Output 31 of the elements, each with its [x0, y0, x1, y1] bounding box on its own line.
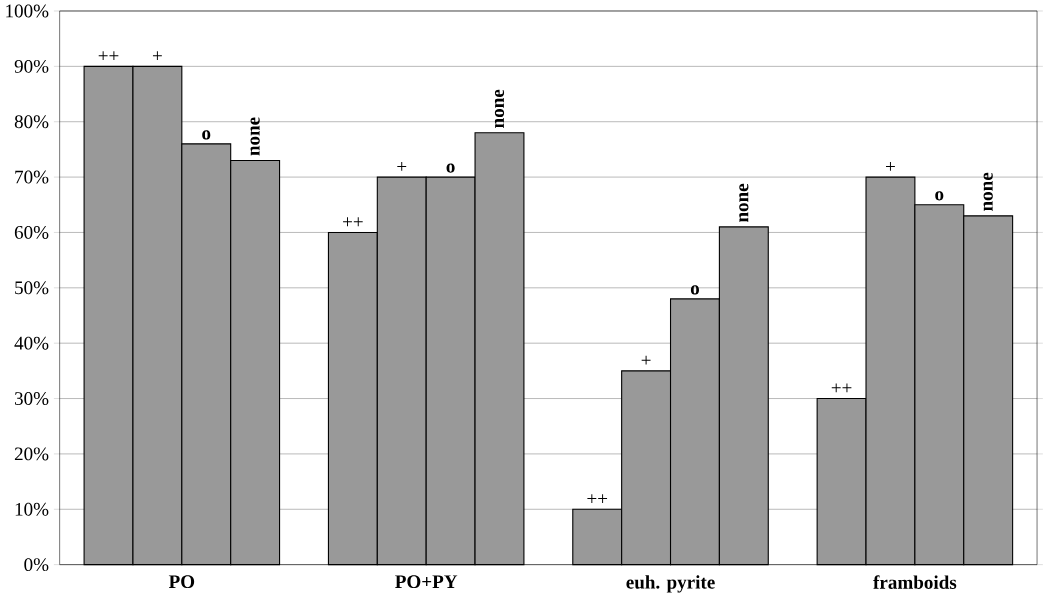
- y-tick-label: 30%: [15, 392, 49, 405]
- text: none: [983, 172, 993, 211]
- series-label: ++: [343, 217, 363, 227]
- y-tick-label: 40%: [14, 336, 49, 350]
- text: ++: [587, 494, 608, 503]
- y-tick-label: 90%: [14, 59, 49, 73]
- text: o: [446, 163, 455, 173]
- text: none: [494, 89, 505, 128]
- text: o: [690, 285, 699, 295]
- y-tick-label: 0%: [24, 558, 49, 572]
- text: +: [152, 51, 162, 61]
- y-tick-label: 50%: [15, 281, 49, 295]
- x-tick-label: PO: [168, 575, 195, 589]
- series-label: +: [397, 161, 407, 171]
- y-tick-label: 80%: [14, 115, 49, 129]
- text: none: [739, 183, 749, 222]
- text: ++: [98, 51, 119, 61]
- text: none: [250, 117, 260, 156]
- y-tick-label: 10%: [15, 502, 49, 516]
- x-tick-label: PO+PY: [395, 575, 458, 589]
- x-tick-label: framboids: [873, 575, 957, 589]
- x-tick-label: euh. pyrite: [626, 575, 715, 593]
- text: ++: [831, 383, 852, 393]
- y-tick-label: 20%: [14, 447, 49, 461]
- text: o: [935, 191, 944, 201]
- y-tick-label: 60%: [14, 225, 49, 239]
- text: +: [886, 161, 895, 171]
- series-label: o: [202, 130, 211, 140]
- text: +: [641, 355, 651, 365]
- y-tick-label: 100%: [6, 4, 49, 18]
- y-tick-label: 70%: [15, 170, 49, 184]
